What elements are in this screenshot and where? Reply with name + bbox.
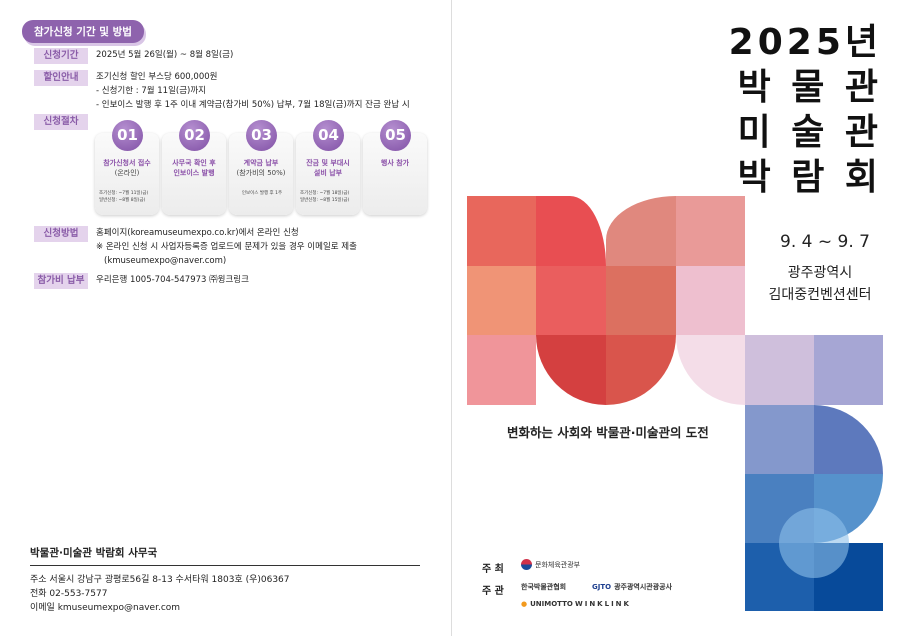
step-note: 조기신청: ~7월 18일(금): [300, 191, 350, 196]
row-text: - 인보이스 발행 후 1주 이내 계약금(참가비 50%) 납부, 7월 18…: [96, 100, 410, 110]
step-note: 일반신청: ~8월 8일(금): [99, 198, 146, 203]
step-number: 01: [112, 120, 143, 151]
logo-text: 광주광역시관광공사: [614, 583, 673, 591]
step-sub: (참가비의 50%): [236, 169, 286, 177]
title-line: 박 람 회: [737, 157, 882, 198]
step-4: 04 잔금 및 부대시설비 납부 조기신청: ~7월 18일(금) 일반신청: ~…: [296, 120, 360, 215]
title-line: 2025년: [728, 22, 882, 63]
title-line: 박 물 관: [737, 67, 882, 108]
row-method: 신청방법 홈페이지(koreamuseumexpo.co.kr)에서 온라인 신…: [34, 226, 357, 268]
step-note: 조기신청: ~7월 11일(금): [99, 191, 149, 196]
row-text: ※ 온라인 신청 시 사업자등록증 업로드에 문제가 있을 경우 이메일로 제출: [96, 242, 357, 252]
left-page: 참가신청 기간 및 방법 신청기간 2025년 5월 26일(월) ~ 8월 8…: [22, 20, 427, 615]
step-sub: (온라인): [114, 169, 140, 177]
office-title: 박물관·미술관 박람회 사무국: [30, 547, 158, 559]
step-number: 03: [246, 120, 277, 151]
office-email: 이메일 kmuseumexpo@naver.com: [30, 603, 181, 613]
red-blocks: [467, 196, 745, 405]
row-text: - 신청기한 : 7월 11일(금)까지: [96, 86, 206, 96]
row-text: 조기신청 할인 부스당 600,000원: [96, 72, 218, 82]
row-payment: 참가비 납부 우리은행 1005-704-547973 ㈜윙크링크: [34, 273, 249, 289]
row-text: 홈페이지(koreamuseumexpo.co.kr)에서 온라인 신청: [96, 228, 299, 238]
organizer-label: 주 관: [482, 586, 504, 597]
step-title: 잔금 및 부대시설비 납부: [306, 159, 350, 177]
divider: [30, 565, 420, 566]
row-text: (kmuseumexpo@naver.com): [104, 256, 227, 266]
row-label: 신청방법: [34, 226, 88, 242]
step-note: 일반신청: ~8월 15일(금): [300, 198, 350, 203]
blue-blocks: [745, 335, 883, 611]
step-number: 05: [380, 120, 411, 151]
step-5: 05 행사 참가: [363, 120, 427, 215]
step-note: 인보이스 발행 후 1주: [241, 191, 283, 196]
step-1: 01 참가신청서 접수 (온라인) 조기신청: ~7월 11일(금) 일반신청: ~…: [95, 120, 159, 215]
step-3: 03 계약금 납부 (참가비의 50%) 인보이스 발행 후 1주: [229, 120, 293, 215]
event-dates: 9. 4 ~ 9. 7: [780, 232, 870, 252]
office-address: 주소 서울시 강남구 광평로56길 8-13 수서타워 1803호 (우)063…: [30, 575, 290, 585]
step-number: 02: [179, 120, 210, 151]
office-phone: 전화 02-553-7577: [30, 589, 108, 599]
organizer-logo-winklink: WINKLINK: [575, 600, 631, 608]
row-label: 신청절차: [34, 114, 88, 130]
venue-line: 김대중컨벤션센터: [768, 287, 872, 303]
organizer-logo-kma: 한국박물관협회: [521, 582, 566, 592]
event-venue: 광주광역시 김대중컨벤션센터: [750, 262, 890, 306]
row-label: 신청기간: [34, 48, 88, 64]
step-title: 행사 참가: [380, 159, 410, 167]
row-procedure: 신청절차: [34, 114, 96, 130]
row-label: 할인안내: [34, 70, 88, 86]
office-info: 주소 서울시 강남구 광평로56길 8-13 수서타워 1803호 (우)063…: [30, 573, 290, 615]
logo-text: 한국박물관협회: [521, 583, 567, 591]
row-discount: 할인안내 조기신청 할인 부스당 600,000원 - 신청기한 : 7월 11…: [34, 70, 410, 112]
procedure-steps: 01 참가신청서 접수 (온라인) 조기신청: ~7월 11일(금) 일반신청: ~…: [95, 120, 427, 215]
poster-title: 2025년 박 물 관 미 술 관 박 람 회: [729, 20, 882, 200]
poster-subtitle: 변화하는 사회와 박물관·미술관의 도전: [507, 425, 709, 440]
title-line: 미 술 관: [737, 112, 882, 153]
step-title: 참가신청서 접수: [103, 159, 151, 167]
row-label: 참가비 납부: [34, 273, 88, 289]
row-period: 신청기간 2025년 5월 26일(월) ~ 8월 8일(금): [34, 48, 233, 64]
step-title: 사무국 확인 후 인보이스 발행: [172, 159, 216, 177]
section-title: 참가신청 기간 및 방법: [22, 20, 144, 43]
venue-line: 광주광역시: [787, 265, 853, 281]
row-text: 우리은행 1005-704-547973 ㈜윙크링크: [96, 275, 249, 285]
step-2: 02 사무국 확인 후 인보이스 발행: [162, 120, 226, 215]
logo-text: UNIMOTTO: [530, 600, 573, 608]
row-text: 2025년 5월 26일(월) ~ 8월 8일(금): [96, 50, 234, 60]
step-number: 04: [313, 120, 344, 151]
organizer-logo-unimotto: ● UNIMOTTO: [521, 600, 573, 608]
taegeuk-icon: [521, 559, 532, 570]
host-label: 주 최: [482, 564, 504, 575]
organizer-logo-gjto: GJTO 광주광역시관광공사: [592, 583, 673, 591]
host-logo: 문화체육관광부: [521, 559, 580, 570]
logo-text: 문화체육관광부: [535, 560, 581, 569]
logo-text: WINKLINK: [575, 600, 631, 608]
step-title: 계약금 납부: [243, 159, 279, 167]
